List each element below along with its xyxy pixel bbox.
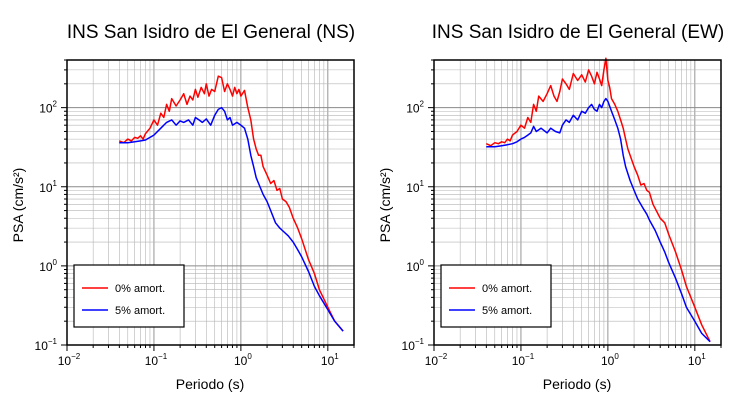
series-line-1 xyxy=(486,97,711,343)
series-line-1 xyxy=(119,106,344,332)
chart-panel-ns: INS San Isidro de El General (NS) 10−2 10… xyxy=(10,22,355,392)
y-tick-label: 100 xyxy=(406,258,424,274)
plot-frame xyxy=(433,59,722,346)
y-tick-label: 100 xyxy=(39,258,57,274)
legend: 0% amort. 5% amort. xyxy=(73,264,185,328)
series-layer xyxy=(485,57,711,343)
y-axis-label: PSA (cm/s²) xyxy=(10,168,26,243)
chart-panel-ew: INS San Isidro de El General (EW) 10−2 10… xyxy=(377,22,724,392)
x-tick-label: 100 xyxy=(234,352,252,368)
y-tick-label: 101 xyxy=(39,179,57,195)
chart-title: INS San Isidro de El General (NS) xyxy=(67,22,355,43)
legend-box xyxy=(73,264,185,328)
series-layer xyxy=(119,75,344,332)
y-tick-label: 10−1 xyxy=(35,337,58,353)
x-tick-label: 10−1 xyxy=(145,352,168,368)
legend-label-0: 0% amort. xyxy=(115,283,165,295)
y-tick-label: 10−1 xyxy=(402,337,425,353)
y-tick-label: 102 xyxy=(406,100,424,116)
legend: 0% amort. 5% amort. xyxy=(440,264,552,328)
chart-title: INS San Isidro de El General (EW) xyxy=(432,22,725,43)
y-tick-label: 102 xyxy=(39,100,57,116)
x-tick-label: 10−2 xyxy=(425,352,448,368)
x-axis-label: Periodo (s) xyxy=(176,376,244,392)
series-line-0 xyxy=(119,75,344,332)
x-tick-label: 100 xyxy=(601,352,619,368)
x-tick-label: 101 xyxy=(321,352,339,368)
x-tick-label: 10−2 xyxy=(58,352,81,368)
legend-label-1: 5% amort. xyxy=(115,305,165,317)
y-axis-label: PSA (cm/s²) xyxy=(377,168,393,243)
x-tick-label: 101 xyxy=(688,352,706,368)
legend-box xyxy=(440,264,552,328)
plot-frame xyxy=(66,59,355,346)
legend-label-0: 0% amort. xyxy=(482,283,532,295)
series-line-0 xyxy=(485,57,711,343)
legend-label-1: 5% amort. xyxy=(482,305,532,317)
x-tick-label: 10−1 xyxy=(512,352,535,368)
x-axis-label: Periodo (s) xyxy=(543,376,611,392)
y-tick-label: 101 xyxy=(406,179,424,195)
